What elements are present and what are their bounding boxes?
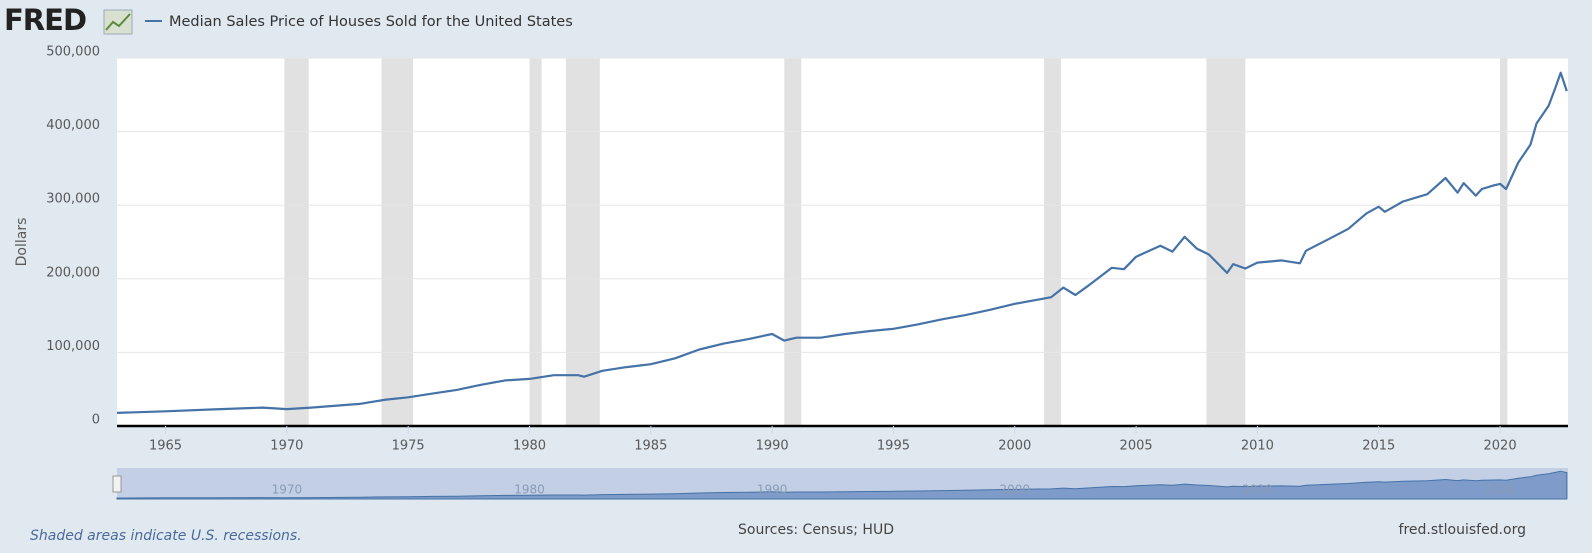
x-tick-label: 1970 — [270, 439, 303, 454]
x-tick-label: 2010 — [1241, 439, 1274, 454]
recession-shade — [1206, 58, 1246, 426]
source: Sources: Census; HUD — [738, 522, 894, 538]
x-tick-label: 2015 — [1362, 439, 1395, 454]
legend-label: Median Sales Price of Houses Sold for th… — [169, 14, 573, 30]
navigator-tick-label: 1980 — [514, 483, 545, 497]
navigator-tick-label: 1970 — [272, 483, 303, 497]
logo: FRED — [4, 3, 86, 37]
y-axis-label: Dollars — [14, 218, 30, 267]
recession-shade — [381, 58, 414, 426]
site: fred.stlouisfed.org — [1399, 522, 1526, 538]
x-tick-label: 1985 — [634, 439, 667, 454]
recession-shade — [1043, 58, 1061, 426]
x-tick-label: 2005 — [1120, 439, 1153, 454]
recession-shade — [1500, 58, 1508, 426]
plot-area — [117, 58, 1568, 426]
x-tick-label: 1965 — [149, 439, 182, 454]
recession-shade — [784, 58, 802, 426]
logo-icon — [103, 9, 133, 35]
x-tick-label: 2020 — [1484, 439, 1517, 454]
x-tick-label: 1990 — [756, 439, 789, 454]
logo-icon-line — [105, 13, 131, 31]
navigator-tick-label: 2020 — [1485, 483, 1516, 497]
recession-shade — [565, 58, 600, 426]
x-tick-label: 1975 — [392, 439, 425, 454]
y-tick-label: 300,000 — [46, 192, 100, 207]
navigator-area — [116, 470, 1568, 500]
x-tick-label: 1980 — [513, 439, 546, 454]
navigator-tick-label: 2010 — [1242, 483, 1273, 497]
x-tick-label: 1995 — [877, 439, 910, 454]
y-tick-label: 500,000 — [46, 45, 100, 60]
y-tick-label: 0 — [92, 413, 100, 428]
navigator-tick-label: 2000 — [1000, 483, 1031, 497]
navigator-handle — [112, 475, 122, 493]
y-tick-label: 400,000 — [46, 118, 100, 133]
series-line — [116, 71, 1568, 414]
navigator-tick-label: 1990 — [757, 483, 788, 497]
recession-shade — [284, 58, 309, 426]
recession-shade — [529, 58, 542, 426]
y-tick-label: 100,000 — [46, 339, 100, 354]
x-tick-label: 2000 — [998, 439, 1031, 454]
recession-note: Shaded areas indicate U.S. recessions. — [30, 528, 302, 544]
y-tick-label: 200,000 — [46, 265, 100, 280]
